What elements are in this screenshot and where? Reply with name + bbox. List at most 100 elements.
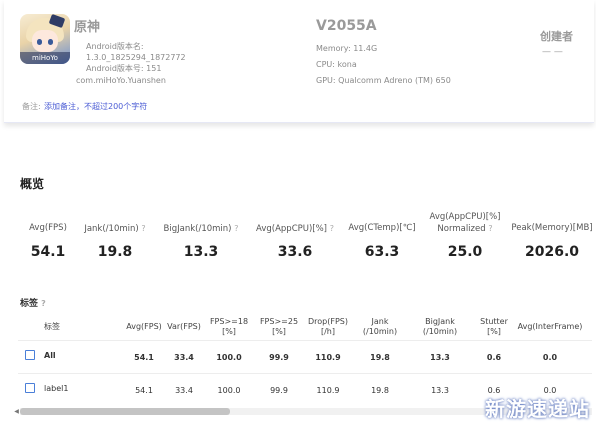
scroll-left-arrow-icon[interactable]: ◀ — [14, 408, 19, 415]
stat-value-peak-memory: 2026.0 — [524, 244, 580, 260]
header-line: [/h] — [320, 327, 335, 336]
header-drop-fps: Drop(FPS) [/h] — [302, 317, 354, 337]
app-name: 原神 — [74, 20, 101, 35]
horizontal-scrollbar-thumb[interactable] — [20, 408, 230, 415]
cell-drop-fps: 110.9 — [315, 353, 341, 362]
stat-value-avg-appcpu: 33.6 — [277, 244, 313, 260]
header-avg-interframe: Avg(InterFrame) — [517, 322, 583, 331]
cell-jank: 19.8 — [370, 353, 390, 362]
cell-drop-fps: 110.9 — [316, 386, 340, 395]
icon-eye-left — [37, 39, 42, 45]
creator-value: — — — [542, 47, 563, 57]
header-line: (/10min) — [422, 327, 458, 336]
icon-eye-right — [48, 39, 53, 45]
cell-fps25: 99.9 — [269, 353, 289, 362]
row-checkbox[interactable] — [25, 350, 35, 360]
device-memory: Memory: 11.4G — [316, 44, 378, 53]
header-line: (/10min) — [362, 327, 398, 336]
device-cpu: CPU: kona — [316, 60, 357, 69]
row-divider — [18, 373, 592, 374]
cell-var-fps: 33.4 — [175, 386, 193, 395]
help-icon[interactable]: ? — [488, 224, 493, 233]
header-var-fps: Var(FPS) — [167, 322, 201, 331]
header-bigjank: BigJank (/10min) — [410, 317, 470, 337]
header-fps18: FPS>=18 [%] — [204, 317, 254, 337]
row-label: All — [44, 351, 56, 360]
row-checkbox[interactable] — [25, 383, 35, 393]
stat-label-text: Avg(AppCPU)[%] — [256, 224, 328, 234]
header-jank: Jank (/10min) — [352, 317, 408, 337]
tags-title: 标签 ? — [20, 296, 46, 309]
stat-label-text: Avg(FPS) — [29, 223, 67, 233]
cell-stutter: 0.6 — [486, 353, 502, 362]
stat-label-jank: Jank(/10min) ? — [74, 223, 156, 235]
header-line: FPS>=18 — [209, 317, 249, 326]
stat-value-jank: 19.8 — [97, 244, 133, 260]
stat-label-text: BigJank(/10min) — [163, 224, 232, 234]
watermark: 新游速递站 — [485, 397, 590, 421]
stat-label-peak-memory: Peak(Memory)[MB] — [510, 223, 594, 234]
cell-avg-fps: 54.1 — [134, 353, 154, 362]
header-tag: 标签 — [44, 322, 60, 331]
help-icon[interactable]: ? — [234, 224, 239, 233]
device-gpu: GPU: Qualcomm Adreno (TM) 650 — [316, 76, 451, 85]
header-line: [%] — [487, 327, 501, 336]
stat-value-avg-appcpu-normalized: 25.0 — [447, 244, 483, 260]
header-line: FPS>=25 — [259, 317, 299, 326]
app-info-card: miHoYo 原神 Android版本名: 1.3.0_1825294_1872… — [4, 0, 594, 123]
cell-fps18: 100.0 — [216, 353, 242, 362]
version-code-label-text: Android版本号: — [86, 64, 144, 73]
stat-label-avg-ctemp: Avg(CTemp)[℃] — [344, 223, 420, 234]
version-name: 1.3.0_1825294_1872772 — [86, 53, 186, 62]
version-name-label: Android版本名: — [86, 42, 144, 51]
icon-badge: miHoYo — [20, 52, 70, 64]
stat-label-text: Peak(Memory)[MB] — [511, 223, 593, 233]
header-line: Stutter — [480, 317, 508, 326]
cell-var-fps: 33.4 — [174, 353, 194, 362]
row-divider — [18, 340, 592, 341]
stat-label-avg-appcpu-normalized: Avg(AppCPU)[%] Normalized ? — [422, 212, 508, 235]
stat-label-text-2: Normalized — [437, 224, 486, 234]
stat-value-bigjank: 13.3 — [183, 244, 219, 260]
version-code: 151 — [146, 64, 162, 73]
stat-value-avg-ctemp: 63.3 — [364, 244, 400, 260]
stat-label-avg-fps: Avg(FPS) — [10, 223, 86, 234]
header-fps25: FPS>=25 [%] — [254, 317, 304, 337]
cell-stutter: 0.6 — [487, 386, 501, 395]
remark-label: 备注: — [22, 102, 41, 111]
header-avg-fps: Avg(FPS) — [126, 322, 162, 331]
header-line: Jank — [371, 317, 389, 326]
overview-title: 概览 — [20, 177, 45, 191]
header-line: [%] — [222, 327, 236, 336]
row-label: label1 — [44, 384, 69, 393]
cell-avg-interframe: 0.0 — [543, 386, 557, 395]
cell-bigjank: 13.3 — [431, 386, 449, 395]
add-remark-link[interactable]: 添加备注，不超过200个字符 — [44, 102, 148, 111]
cell-bigjank: 13.3 — [430, 353, 450, 362]
help-icon[interactable]: ? — [329, 224, 334, 233]
stat-label-text: Jank(/10min) — [84, 224, 139, 234]
device-model: V2055A — [316, 18, 377, 34]
stat-label-text: Avg(AppCPU)[%] — [429, 212, 501, 222]
package-name: com.miHoYo.Yuanshen — [76, 76, 166, 85]
cell-avg-interframe: 0.0 — [542, 353, 558, 362]
stat-label-bigjank: BigJank(/10min) ? — [156, 223, 246, 235]
header-line: BigJank — [425, 317, 455, 326]
header-line: [%] — [272, 327, 286, 336]
cell-jank: 19.8 — [371, 386, 389, 395]
icon-face — [32, 30, 58, 52]
app-icon: miHoYo — [20, 14, 70, 64]
header-line: Drop(FPS) — [308, 317, 348, 326]
help-icon[interactable]: ? — [141, 224, 146, 233]
version-code-label: Android版本号: 151 — [86, 63, 161, 74]
cell-fps18: 100.0 — [217, 386, 241, 395]
cell-avg-fps: 54.1 — [135, 386, 153, 395]
header-stutter: Stutter [%] — [470, 317, 518, 337]
creator-label: 创建者 — [540, 30, 573, 43]
help-icon[interactable]: ? — [41, 299, 46, 308]
cell-fps25: 99.9 — [270, 386, 288, 395]
horizontal-scrollbar-track[interactable] — [20, 408, 592, 415]
tags-title-text: 标签 — [20, 299, 39, 309]
stat-label-avg-appcpu: Avg(AppCPU)[%] ? — [248, 223, 342, 235]
stat-value-avg-fps: 54.1 — [30, 244, 66, 260]
